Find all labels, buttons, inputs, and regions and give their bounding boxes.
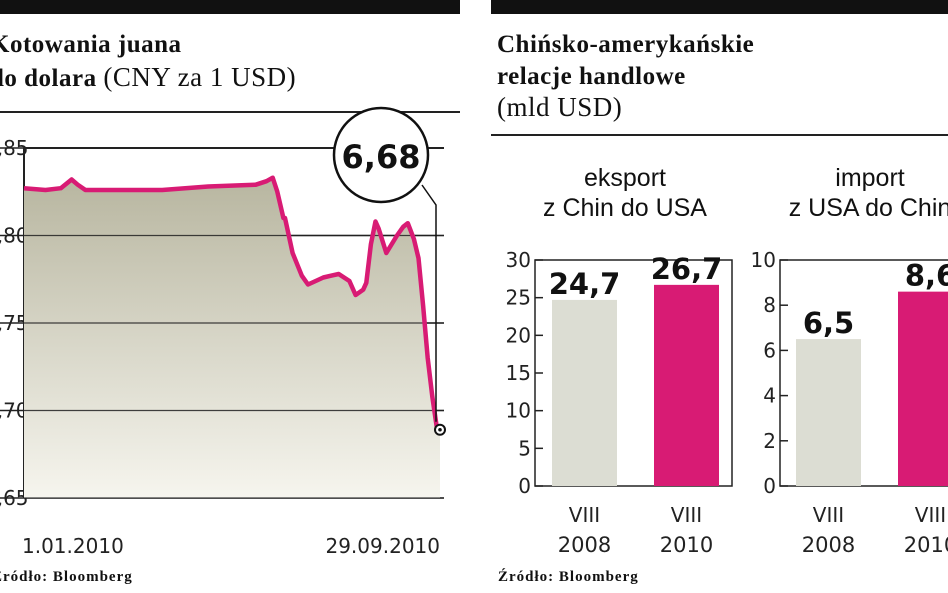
left-divider <box>0 111 460 113</box>
plot-frame <box>779 259 948 487</box>
y-tick-label: 6,85 <box>0 136 29 160</box>
x-tick-label-line2: 2010 <box>904 533 948 557</box>
bar-value-label: 26,7 <box>651 252 723 286</box>
y-tick-label: 30 <box>506 248 531 272</box>
left-header-bar <box>0 0 460 14</box>
y-tick-label: 10 <box>751 248 776 272</box>
bar <box>898 291 948 486</box>
x-tick-label-line1: VIII <box>569 503 600 527</box>
y-tick-label: 6,65 <box>0 486 29 510</box>
area-fill <box>24 177 440 498</box>
bar-value-label: 24,7 <box>549 267 621 301</box>
chart-title-line2: z USA do Chin <box>789 194 948 222</box>
left-source: Źródło: Bloomberg <box>0 569 133 585</box>
series-line <box>23 175 442 432</box>
right-title-line1: Chińsko-amerykańskie <box>497 31 755 58</box>
y-tick-label: 25 <box>506 286 531 310</box>
right-title-unit: (mld USD) <box>497 92 623 122</box>
y-tick-label: 6,70 <box>0 399 29 423</box>
x-tick-label-line2: 2008 <box>802 533 855 557</box>
x-tick-label: 1.01.2010 <box>22 534 124 558</box>
bar <box>654 284 719 486</box>
x-tick-label-line2: 2008 <box>558 533 611 557</box>
left-title-line1: Kotowania juana <box>0 31 182 58</box>
bar-value-label: 8,6 <box>905 259 948 293</box>
y-tick-label: 8 <box>763 293 776 317</box>
right-title-unit-wrap: (mld USD) <box>497 92 622 124</box>
x-tick-label-line1: VIII <box>671 503 702 527</box>
y-tick-label: 0 <box>763 474 776 498</box>
y-tick-label: 6 <box>763 338 776 362</box>
right-header-bar <box>491 0 948 14</box>
callout-circle <box>332 106 430 204</box>
callout-leader <box>421 184 437 422</box>
end-marker-dot <box>438 427 442 432</box>
left-title-line2-wrap: do dolara (CNY za 1 USD) <box>0 62 296 94</box>
bar <box>552 299 617 486</box>
chart-title-line1: eksport <box>584 164 666 192</box>
y-tick-label: 0 <box>518 474 531 498</box>
right-title-line2: relacje handlowe <box>497 63 686 90</box>
left-title-unit: (CNY za 1 USD) <box>103 62 297 92</box>
y-tick-label: 2 <box>763 429 776 453</box>
chart-title-line1: import <box>835 164 905 192</box>
x-tick-label-line1: VIII <box>813 503 844 527</box>
y-tick-label: 6,75 <box>0 311 29 335</box>
x-tick-label-line1: VIII <box>915 503 946 527</box>
y-tick-label: 6,80 <box>0 224 29 248</box>
left-line-chart: 6,85 6,80 6,75 6,70 6,65 6,68 1.01.2010 29.09.2… <box>0 106 446 558</box>
callout-value: 6,68 <box>342 138 421 176</box>
y-tick-label: 5 <box>518 436 531 460</box>
right-divider <box>491 134 948 136</box>
right-source: Źródło: Bloomberg <box>498 569 639 585</box>
bar-value-label: 6,5 <box>803 306 854 340</box>
y-tick-label: 4 <box>763 384 776 408</box>
x-tick-label: 29.09.2010 <box>325 534 440 558</box>
y-tick-label: 20 <box>506 323 531 347</box>
y-tick-label: 15 <box>506 361 531 385</box>
y-tick-label: 10 <box>506 399 531 423</box>
chart-title-line2: z Chin do USA <box>543 194 707 222</box>
bar <box>796 339 861 486</box>
x-tick-label-line2: 2010 <box>660 533 713 557</box>
left-title-line2: do dolara <box>0 65 97 92</box>
